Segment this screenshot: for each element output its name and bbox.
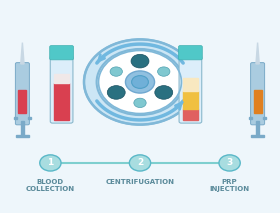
Bar	[254, 90, 262, 113]
FancyBboxPatch shape	[15, 63, 29, 125]
Text: 2: 2	[137, 158, 143, 167]
Bar	[183, 91, 198, 109]
Bar	[54, 74, 69, 83]
Circle shape	[158, 67, 170, 76]
Text: BLOOD
COLLECTION: BLOOD COLLECTION	[26, 179, 75, 192]
FancyBboxPatch shape	[179, 46, 202, 60]
Circle shape	[110, 67, 122, 76]
Polygon shape	[21, 43, 24, 64]
Circle shape	[131, 54, 149, 68]
FancyBboxPatch shape	[179, 56, 202, 123]
Bar	[21, 121, 24, 136]
FancyBboxPatch shape	[50, 56, 73, 123]
Bar	[28, 117, 31, 119]
Circle shape	[155, 86, 173, 99]
Bar	[251, 135, 264, 137]
Text: CENTRIFUGATION: CENTRIFUGATION	[106, 179, 174, 185]
Circle shape	[125, 71, 155, 93]
Circle shape	[219, 155, 240, 171]
Circle shape	[129, 155, 151, 171]
Circle shape	[134, 98, 146, 108]
FancyBboxPatch shape	[50, 46, 73, 60]
Bar	[54, 83, 69, 120]
FancyBboxPatch shape	[251, 63, 265, 125]
Bar	[183, 109, 198, 120]
Circle shape	[132, 76, 148, 88]
Bar	[256, 121, 259, 136]
Bar	[16, 135, 29, 137]
Circle shape	[40, 155, 61, 171]
Bar	[18, 90, 26, 113]
Bar	[249, 117, 252, 119]
Text: PRP
INJECTION: PRP INJECTION	[209, 179, 250, 192]
Text: 1: 1	[47, 158, 53, 167]
Text: 3: 3	[227, 158, 233, 167]
Bar	[263, 117, 266, 119]
Bar	[183, 78, 198, 91]
Bar	[14, 117, 17, 119]
Circle shape	[84, 39, 196, 125]
Polygon shape	[256, 43, 259, 64]
Circle shape	[99, 50, 181, 114]
Circle shape	[107, 86, 125, 99]
